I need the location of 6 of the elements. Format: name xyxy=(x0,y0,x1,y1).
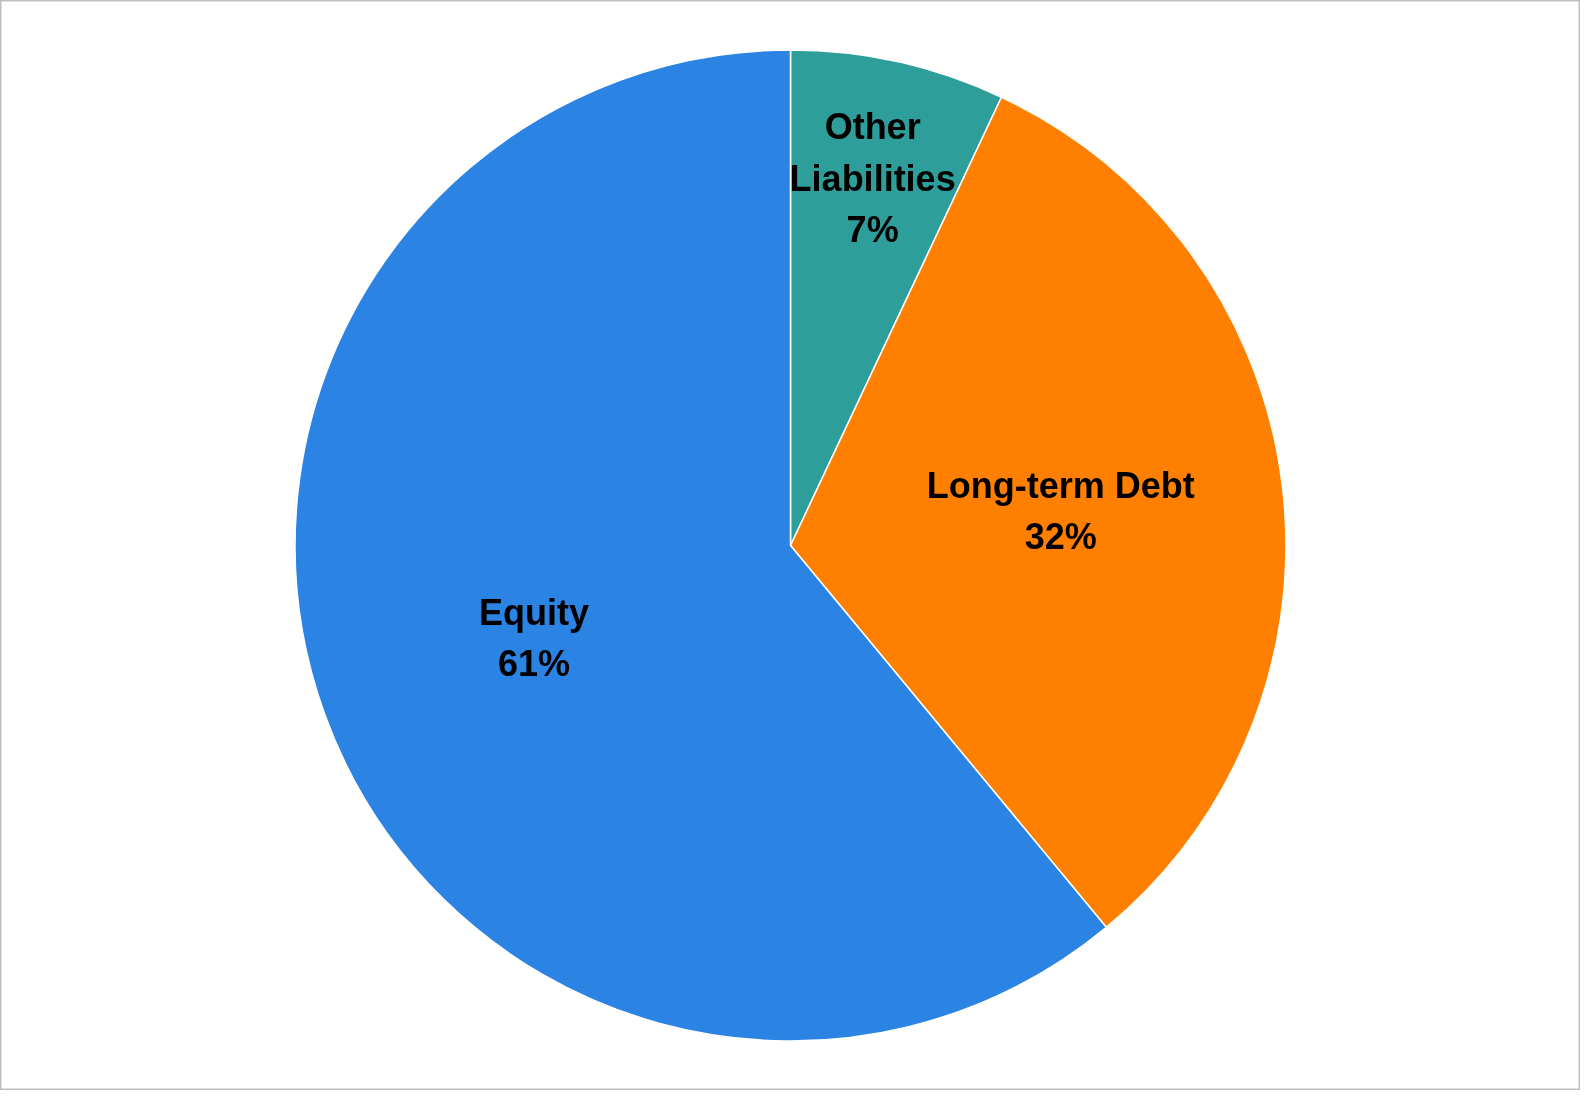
data-label: 32% xyxy=(1024,516,1097,558)
slice-label: Equity xyxy=(479,591,590,633)
data-label: 61% xyxy=(498,642,571,684)
data-label: 7% xyxy=(846,208,899,250)
slice-label: Long-term Debt xyxy=(926,465,1195,507)
slice-label: Other Liabilities xyxy=(789,106,956,199)
